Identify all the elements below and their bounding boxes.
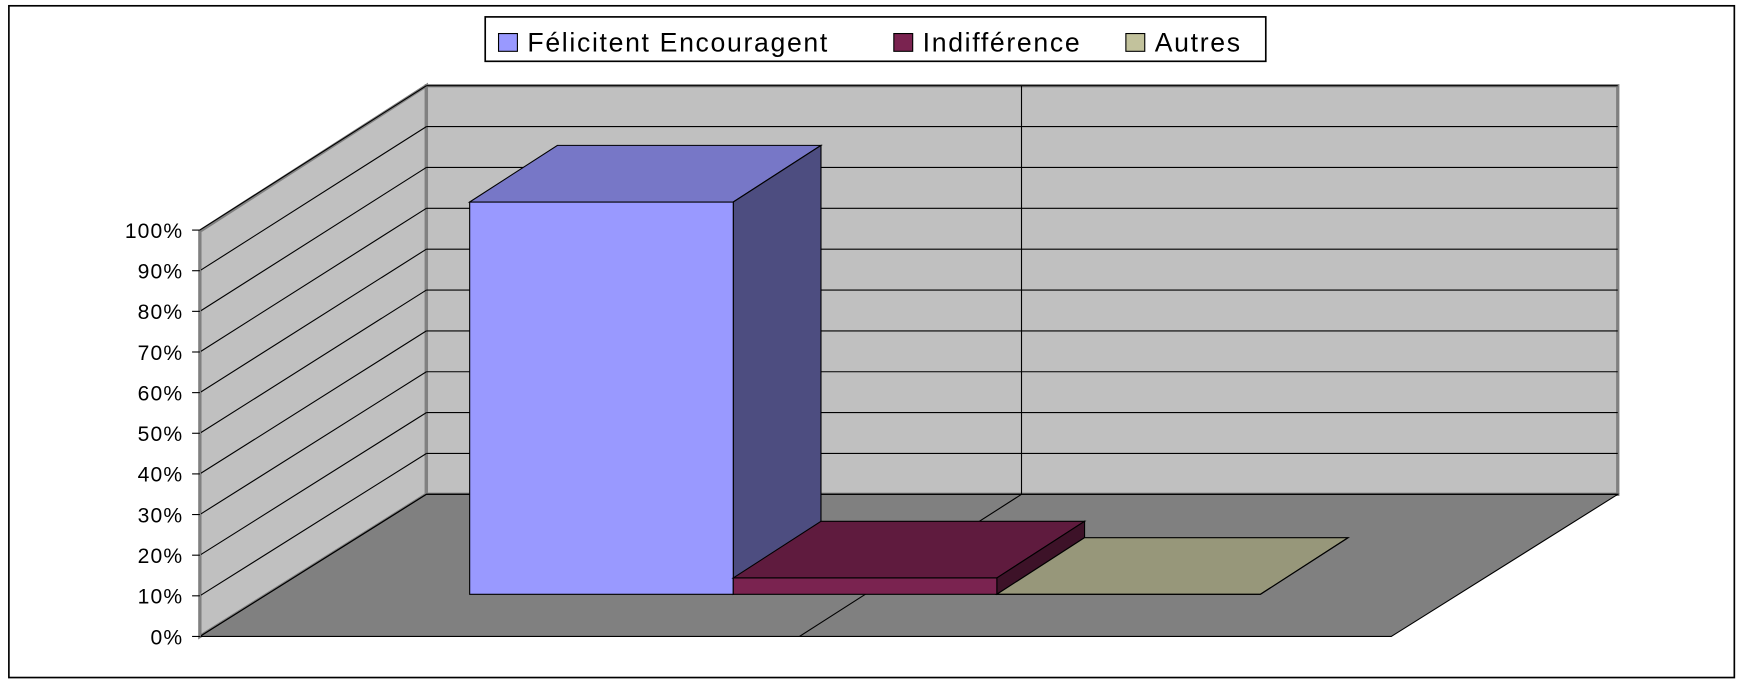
bar (469, 201, 734, 595)
grid-line (199, 289, 427, 434)
grid-line (199, 85, 427, 231)
y-tick-label: 80% (138, 301, 184, 324)
y-axis-ticks: 0% 10% 20% 30% 40% 50% 60% 70% 80% 90% 100% (125, 220, 200, 649)
legend-swatch (497, 32, 518, 52)
y-tick-label: 100% (125, 220, 183, 243)
grid-line (199, 248, 427, 394)
bar (732, 577, 998, 595)
y-tick-label: 0% (151, 626, 184, 649)
y-tick-label: 60% (138, 382, 184, 405)
y-tick-label: 50% (138, 423, 184, 446)
legend-swatch (893, 32, 914, 52)
y-tick-label: 30% (138, 504, 184, 527)
grid-line (199, 371, 427, 516)
grid-line (199, 126, 427, 272)
legend-label: Autres (1155, 28, 1242, 58)
bar-side (1260, 537, 1349, 595)
bar-side (732, 144, 822, 596)
grid-line (199, 412, 427, 556)
grid-line (199, 493, 427, 637)
y-tick-label: 90% (138, 261, 184, 284)
grid-line (199, 453, 427, 597)
y-tick-label: 10% (138, 586, 184, 609)
legend-label: Félicitent Encouragent (527, 28, 829, 58)
y-tick-label: 70% (138, 342, 184, 365)
legend-label: Indifférence (923, 28, 1082, 58)
grid-line (199, 207, 427, 353)
y-tick-label: 40% (138, 464, 184, 487)
grid-line (199, 330, 427, 475)
bars (467, 144, 1351, 596)
legend-swatch (1125, 32, 1146, 52)
y-tick-label: 20% (138, 545, 184, 568)
legend-items: Félicitent Encouragent Indifférence Autres (497, 28, 1242, 58)
grid-line (199, 166, 427, 312)
